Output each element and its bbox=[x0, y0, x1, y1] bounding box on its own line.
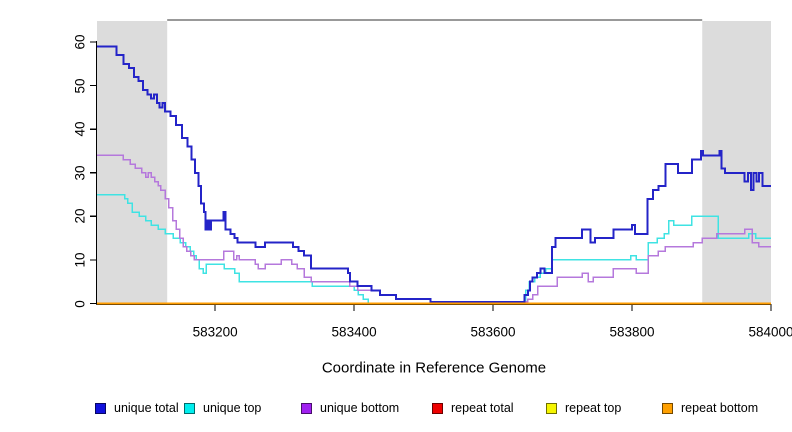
x-tick-label: 584000 bbox=[748, 324, 792, 340]
y-tick-label: 10 bbox=[72, 252, 88, 268]
series-unique-top-line bbox=[97, 193, 771, 305]
legend-item-unique-total: unique total bbox=[95, 401, 179, 415]
legend-item-unique-top: unique top bbox=[184, 401, 261, 415]
series-unique-bottom-line bbox=[97, 154, 771, 303]
x-tick-label: 583400 bbox=[331, 324, 377, 340]
legend-label: repeat top bbox=[565, 401, 622, 415]
y-tick-label: 50 bbox=[72, 78, 88, 94]
legend-swatch-icon bbox=[546, 402, 557, 414]
x-tick-label: 583600 bbox=[470, 324, 516, 340]
legend-label: repeat total bbox=[451, 401, 514, 415]
legend-item-repeat-total: repeat total bbox=[432, 401, 514, 415]
legend-label: unique top bbox=[203, 401, 262, 415]
x-tick-label: 583200 bbox=[192, 324, 238, 340]
legend-item-unique-bottom: unique bottom bbox=[301, 401, 399, 415]
legend-swatch-icon bbox=[95, 402, 106, 414]
legend-label: unique bottom bbox=[320, 401, 400, 415]
x-tick-label: 583800 bbox=[609, 324, 655, 340]
left-gray-band bbox=[97, 21, 168, 305]
legend-swatch-icon bbox=[662, 402, 673, 414]
y-tick-label: 20 bbox=[72, 208, 88, 224]
right-gray-band bbox=[702, 21, 771, 305]
legend-item-repeat-top: repeat top bbox=[546, 401, 621, 415]
legend-swatch-icon bbox=[301, 402, 312, 414]
legend-label: repeat bottom bbox=[681, 401, 759, 415]
series-unique-total-line bbox=[97, 45, 771, 303]
y-tick-label: 0 bbox=[72, 299, 88, 308]
x-axis-title: Coordinate in Reference Genome bbox=[321, 359, 547, 377]
legend-item-repeat-bottom: repeat bottom bbox=[662, 401, 758, 415]
legend-label: unique total bbox=[114, 401, 179, 415]
y-tick-label: 30 bbox=[72, 165, 88, 181]
legend-swatch-icon bbox=[432, 402, 443, 414]
y-tick-label: 40 bbox=[72, 121, 88, 137]
y-tick-label: 60 bbox=[72, 34, 88, 50]
legend-swatch-icon bbox=[184, 402, 195, 414]
